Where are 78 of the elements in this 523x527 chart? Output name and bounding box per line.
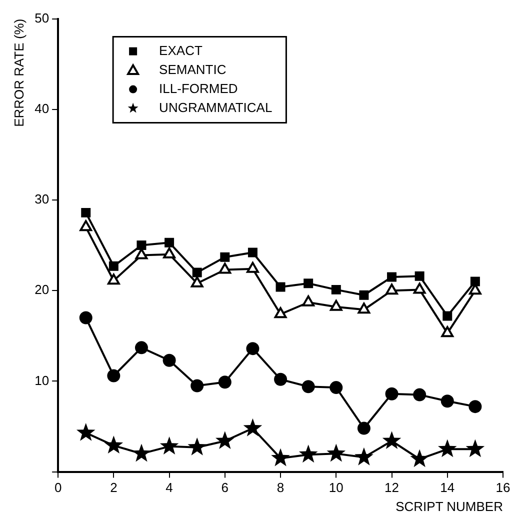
point bbox=[274, 372, 288, 386]
point bbox=[354, 447, 374, 466]
legend-label: EXACT bbox=[159, 42, 202, 58]
point bbox=[413, 282, 426, 294]
point bbox=[358, 302, 370, 314]
point bbox=[164, 238, 174, 248]
point bbox=[80, 220, 92, 232]
y-tick-label: 20 bbox=[34, 282, 50, 298]
point bbox=[438, 439, 457, 458]
point bbox=[104, 436, 124, 454]
legend-label: ILL-FORMED bbox=[159, 80, 238, 96]
x-tick-label: 10 bbox=[328, 480, 344, 496]
point bbox=[274, 307, 287, 318]
point bbox=[410, 449, 429, 468]
point bbox=[188, 437, 207, 456]
x-tick-label: 12 bbox=[384, 480, 399, 496]
point bbox=[468, 400, 482, 414]
point bbox=[441, 326, 454, 338]
point bbox=[248, 248, 258, 258]
point bbox=[136, 240, 146, 250]
point bbox=[108, 261, 118, 271]
x-axis-title: SCRIPT NUMBER bbox=[396, 498, 503, 514]
point bbox=[190, 276, 204, 288]
point bbox=[304, 278, 314, 288]
point bbox=[218, 262, 232, 274]
point bbox=[76, 422, 96, 441]
point bbox=[218, 376, 232, 389]
point bbox=[132, 444, 151, 462]
legend-label: UNGRAMMATICAL bbox=[159, 100, 272, 115]
point bbox=[302, 380, 315, 394]
point bbox=[414, 271, 424, 281]
point bbox=[330, 381, 343, 394]
point bbox=[440, 394, 454, 408]
point bbox=[330, 300, 342, 311]
point bbox=[387, 272, 397, 282]
point bbox=[160, 436, 179, 454]
point bbox=[107, 274, 120, 285]
point bbox=[107, 369, 120, 382]
point bbox=[382, 431, 402, 450]
point bbox=[466, 439, 485, 458]
point bbox=[359, 290, 369, 300]
y-tick-label: 50 bbox=[34, 10, 50, 26]
point bbox=[192, 268, 202, 278]
point bbox=[246, 262, 259, 273]
point bbox=[246, 342, 260, 356]
x-tick-label: 6 bbox=[221, 480, 229, 496]
point bbox=[470, 276, 480, 286]
point bbox=[162, 354, 176, 367]
y-tick-label: 10 bbox=[34, 372, 50, 388]
x-tick-label: 8 bbox=[276, 480, 284, 496]
point bbox=[163, 247, 176, 258]
point bbox=[243, 418, 262, 436]
point bbox=[298, 444, 318, 463]
x-tick-label: 4 bbox=[166, 480, 173, 496]
point bbox=[134, 341, 148, 354]
point bbox=[220, 252, 230, 262]
point bbox=[331, 284, 341, 294]
y-axis-title: ERROR RATE (%) bbox=[11, 18, 26, 127]
point bbox=[79, 311, 92, 324]
x-tick-label: 14 bbox=[440, 480, 455, 496]
point bbox=[190, 379, 204, 392]
y-tick-label: 30 bbox=[34, 192, 50, 207]
point bbox=[215, 431, 234, 450]
point bbox=[81, 208, 91, 218]
x-tick-label: 0 bbox=[54, 480, 62, 496]
point bbox=[386, 284, 398, 295]
x-tick-label: 2 bbox=[110, 480, 118, 496]
point bbox=[276, 282, 286, 292]
y-tick-label: 40 bbox=[34, 100, 50, 116]
point bbox=[302, 295, 315, 306]
x-tick-label: 16 bbox=[496, 480, 510, 496]
point bbox=[357, 422, 370, 435]
point bbox=[442, 311, 452, 321]
point bbox=[413, 388, 426, 402]
legend-label: SEMANTIC bbox=[159, 62, 226, 77]
point bbox=[385, 387, 398, 400]
point bbox=[271, 448, 290, 466]
point bbox=[326, 444, 346, 462]
